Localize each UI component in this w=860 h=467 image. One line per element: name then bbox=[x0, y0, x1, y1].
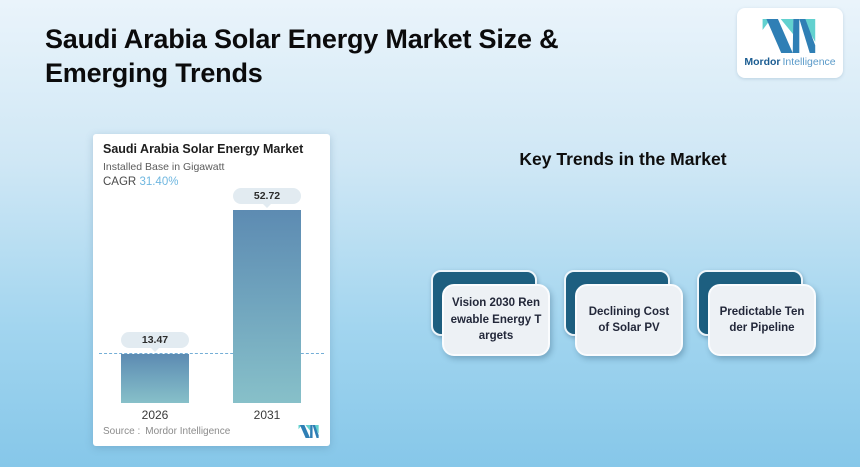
market-chart-card: Saudi Arabia Solar Energy Market Install… bbox=[93, 134, 330, 446]
trend-card-text: Predictable Ten der Pipeline bbox=[720, 304, 805, 337]
cagr-value: 31.40% bbox=[139, 176, 179, 188]
page-title-line2: Emerging Trends bbox=[45, 58, 263, 88]
trend-card-line: Predictable Ten bbox=[719, 305, 805, 318]
bar-2031 bbox=[233, 210, 301, 403]
bar-chart-plot: 13.47 52.72 bbox=[93, 188, 330, 403]
trend-card-line: of Solar PV bbox=[598, 322, 660, 334]
value-label-2031: 52.72 bbox=[233, 188, 301, 204]
brand-name-bold: Mordor bbox=[744, 55, 781, 68]
x-axis-label-2026: 2026 bbox=[141, 408, 169, 422]
mordor-logo-wordmark: Mordor Intelligence bbox=[744, 55, 836, 68]
trends-heading: Key Trends in the Market bbox=[519, 149, 727, 169]
trend-card-line: Declining Cost bbox=[588, 305, 670, 318]
value-label-2026-text: 13.47 bbox=[141, 334, 169, 346]
source-label: Source : bbox=[103, 426, 141, 437]
value-label-2031-text: 52.72 bbox=[253, 190, 281, 202]
mordor-logo-mini-icon bbox=[298, 425, 319, 438]
trend-card-text: Vision 2030 Ren ewable Energy T argets bbox=[451, 295, 542, 345]
trend-card-line: Vision 2030 Ren bbox=[451, 297, 540, 310]
trend-card-front-layer: Vision 2030 Ren ewable Energy T argets bbox=[442, 284, 550, 356]
page-title-line1: Saudi Arabia Solar Energy Market Size & bbox=[45, 24, 559, 54]
trend-card-line: argets bbox=[478, 330, 514, 343]
trend-card-text: Declining Cost of Solar PV bbox=[589, 304, 670, 337]
value-label-2026: 13.47 bbox=[121, 332, 189, 348]
source-row: Source : Mordor Intelligence bbox=[103, 425, 320, 438]
reference-dashed-line bbox=[99, 353, 324, 354]
source-text: Source : Mordor Intelligence bbox=[103, 426, 230, 437]
page-title: Saudi Arabia Solar Energy Market Size & … bbox=[45, 22, 559, 90]
chart-title: Saudi Arabia Solar Energy Market bbox=[103, 142, 304, 156]
x-axis-label-2031: 2031 bbox=[253, 408, 281, 422]
brand-name-light: Intelligence bbox=[782, 55, 836, 68]
trend-card-front-layer: Predictable Ten der Pipeline bbox=[708, 284, 816, 356]
trend-card-line: ewable Energy T bbox=[450, 313, 542, 326]
source-value: Mordor Intelligence bbox=[145, 426, 231, 437]
bar-2026 bbox=[121, 354, 189, 403]
trend-card-line: der Pipeline bbox=[729, 322, 795, 334]
trend-card-front-layer: Declining Cost of Solar PV bbox=[575, 284, 683, 356]
cagr-label: CAGR bbox=[103, 176, 137, 188]
chart-cagr: CAGR 31.40% bbox=[103, 176, 178, 188]
trend-card-declining-cost: Declining Cost of Solar PV bbox=[564, 268, 686, 360]
mordor-logo-card: Mordor Intelligence bbox=[737, 8, 843, 78]
chart-subtitle: Installed Base in Gigawatt bbox=[103, 161, 225, 173]
mordor-logo-icon bbox=[762, 18, 816, 53]
trend-card-vision-2030: Vision 2030 Ren ewable Energy T argets bbox=[431, 268, 553, 360]
trend-card-tender-pipeline: Predictable Ten der Pipeline bbox=[697, 268, 819, 360]
